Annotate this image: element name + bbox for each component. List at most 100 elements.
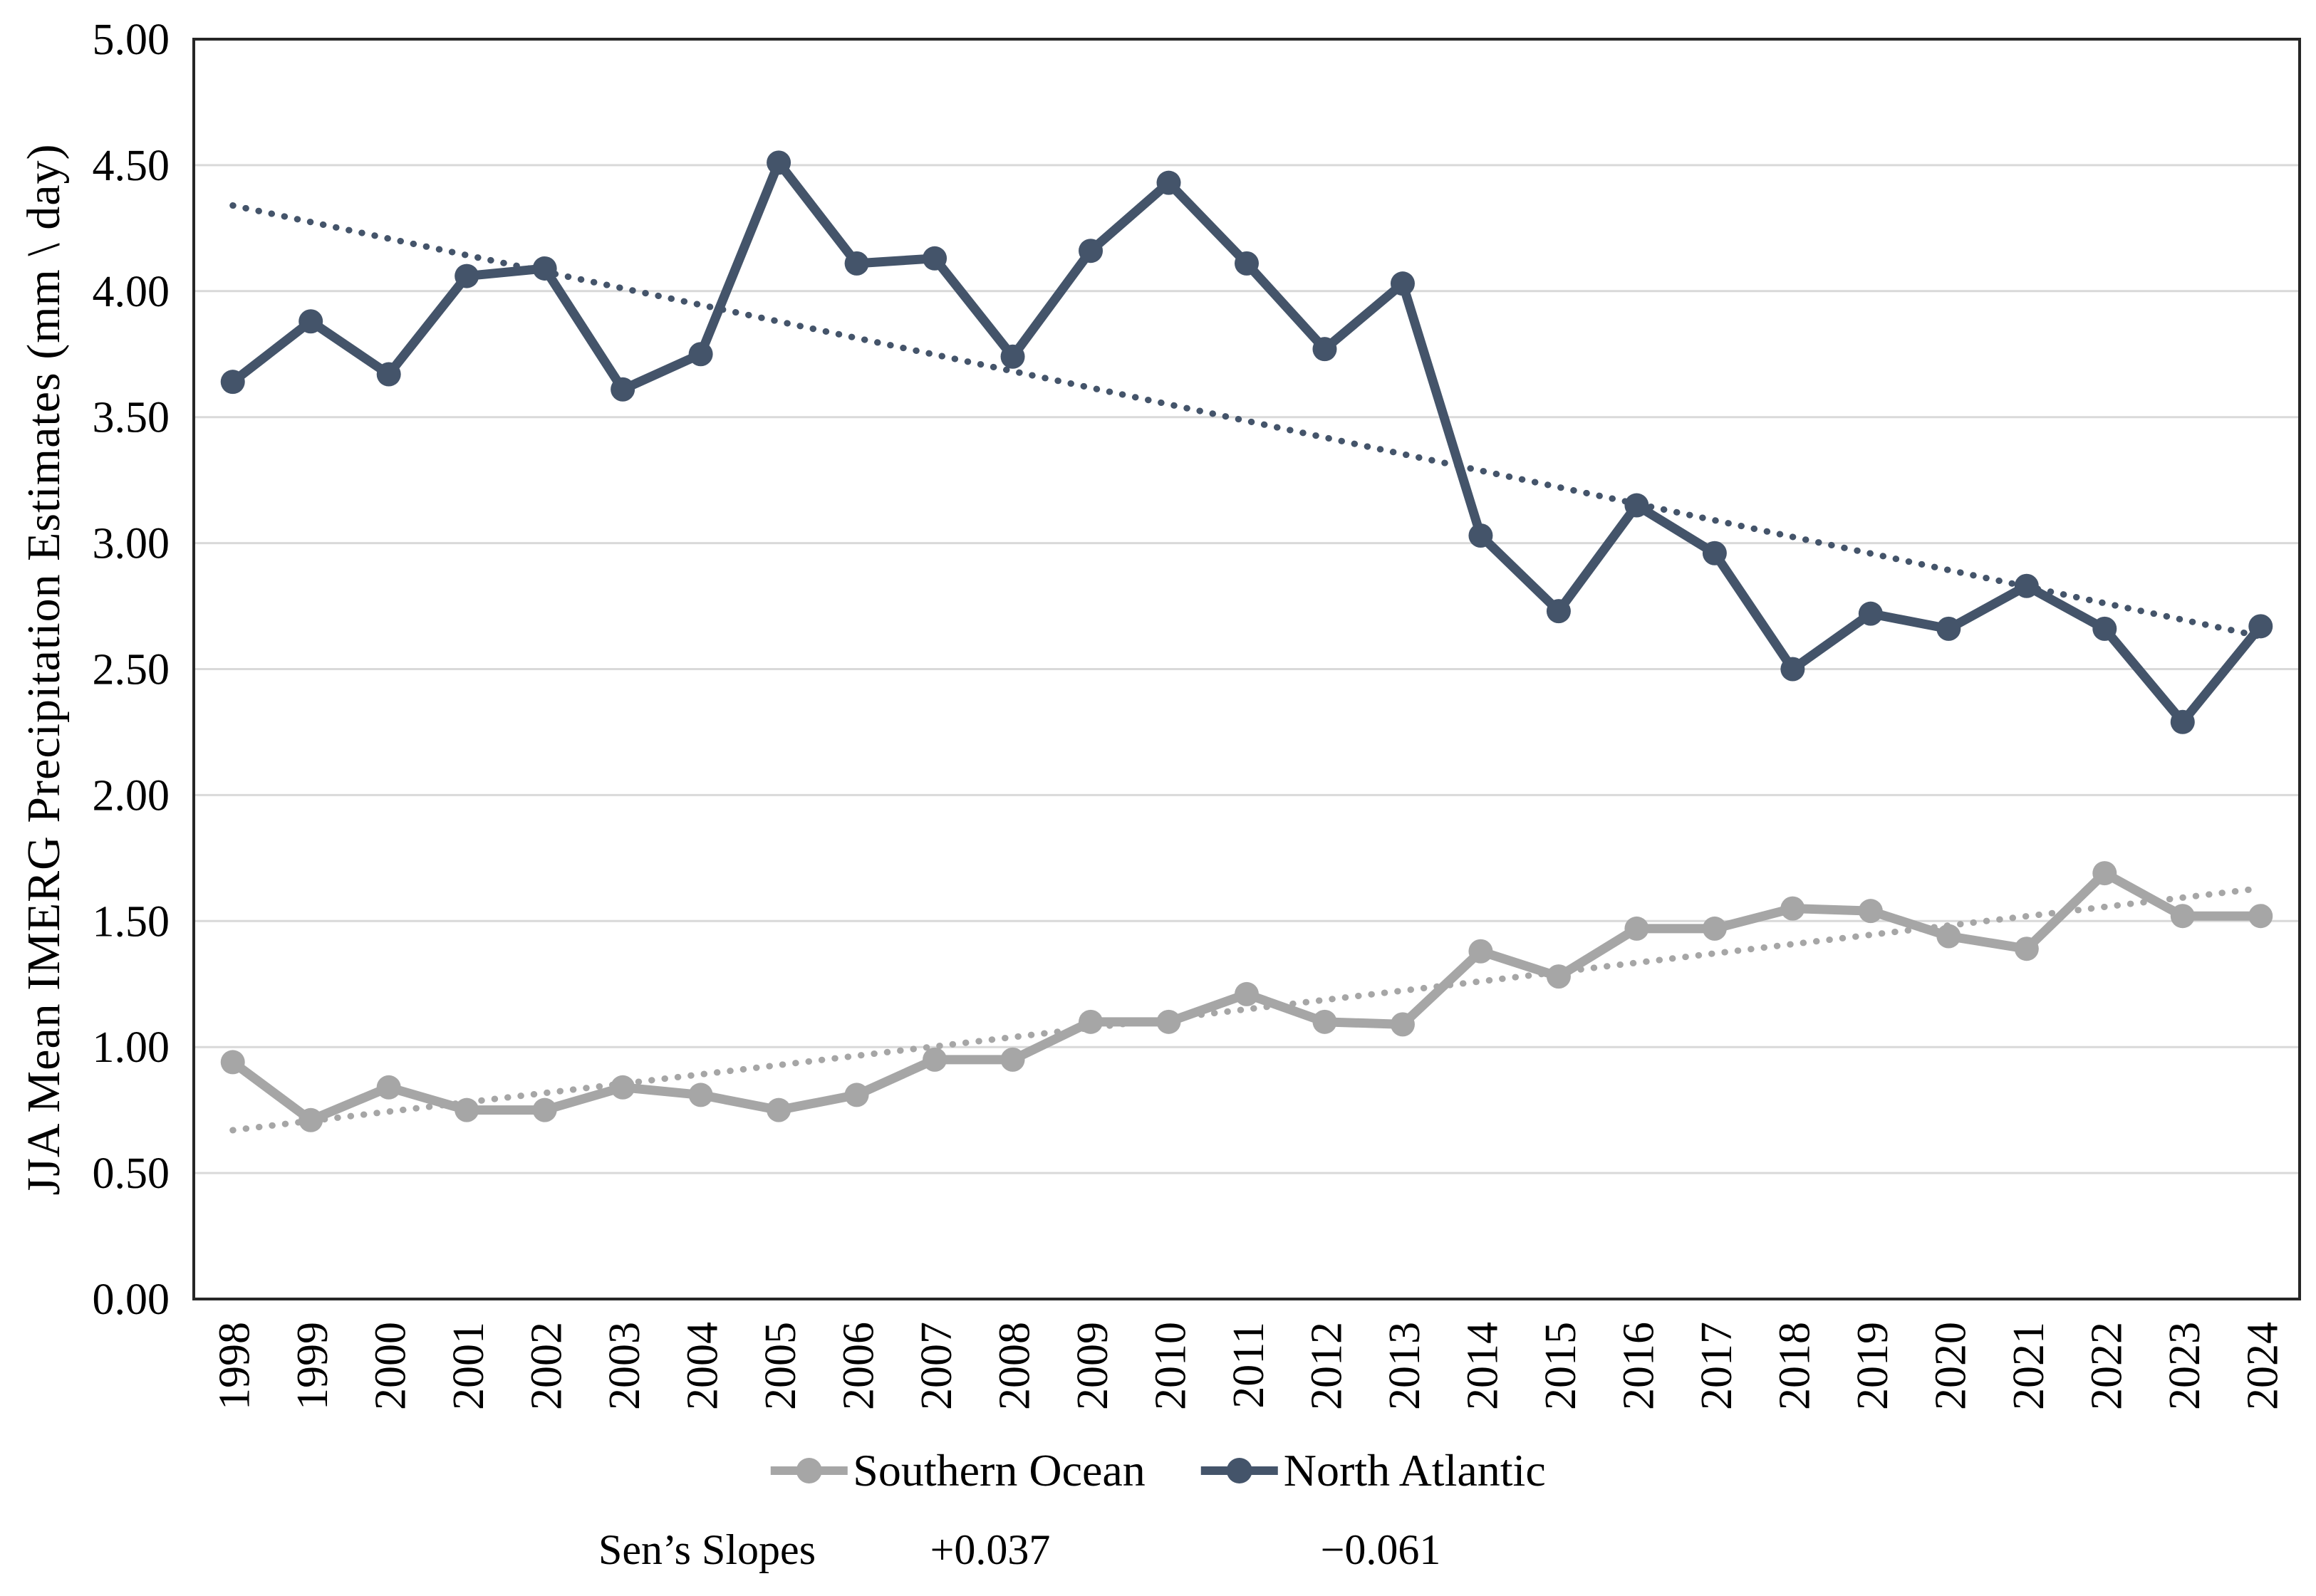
southern-ocean-data-point-marker bbox=[2170, 904, 2195, 929]
north-atlantic-data-point-marker bbox=[1312, 337, 1337, 362]
x-tick-label: 2014 bbox=[1458, 1322, 1507, 1410]
southern-ocean-data-point-marker bbox=[923, 1047, 947, 1072]
x-tick-label: 2019 bbox=[1849, 1322, 1897, 1410]
north-atlantic-line bbox=[228, 157, 2265, 727]
southern-ocean-data-point-marker bbox=[1156, 1009, 1181, 1034]
y-tick-label: 3.50 bbox=[93, 394, 170, 442]
x-tick-label: 2008 bbox=[991, 1322, 1039, 1410]
sens-slopes-row: Sen’s Slopes +0.037 −0.061 bbox=[0, 1525, 2316, 1577]
north-atlantic-data-point-marker bbox=[2014, 573, 2039, 598]
north-atlantic-data-point-marker bbox=[1390, 271, 1415, 296]
x-tick-label: 2000 bbox=[367, 1322, 415, 1410]
y-tick-label: 4.00 bbox=[93, 268, 170, 316]
southern-ocean-data-point-marker bbox=[1468, 939, 1493, 964]
southern-ocean-data-point-marker bbox=[1936, 924, 1961, 949]
sens-slopes-label: Sen’s Slopes bbox=[598, 1526, 816, 1573]
y-tick-label: 2.00 bbox=[93, 771, 170, 820]
north-atlantic-data-point-marker bbox=[1546, 599, 1571, 624]
x-tick-label: 2020 bbox=[1926, 1322, 1975, 1410]
north-atlantic-data-point-marker bbox=[844, 251, 869, 276]
north-atlantic-data-point-marker bbox=[1858, 601, 1883, 626]
southern-ocean-data-point-marker bbox=[2014, 937, 2039, 961]
x-tick-label: 2018 bbox=[1770, 1322, 1819, 1410]
north-atlantic-data-point-marker bbox=[688, 342, 713, 367]
southern-ocean-trendline bbox=[229, 885, 2264, 1134]
legend-label-southern-ocean: Southern Ocean bbox=[853, 1445, 1146, 1496]
southern-ocean-data-point-marker bbox=[844, 1083, 869, 1107]
y-tick-label: 0.00 bbox=[93, 1276, 170, 1324]
southern-ocean-data-point-marker bbox=[1624, 916, 1649, 941]
southern-ocean-data-point-marker bbox=[298, 1107, 323, 1132]
north-atlantic-data-point-marker bbox=[1936, 616, 1961, 641]
y-tick-label: 4.50 bbox=[93, 142, 170, 190]
x-tick-label: 2016 bbox=[1614, 1322, 1663, 1410]
legend-label-north-atlantic: North Atlantic bbox=[1283, 1445, 1546, 1496]
x-tick-label: 2013 bbox=[1381, 1322, 1429, 1410]
x-tick-label: 2006 bbox=[835, 1322, 883, 1410]
legend-item-north-atlantic: North Atlantic bbox=[1200, 1444, 1546, 1497]
y-axis-title: JJA Mean IMERG Precipitation Estimates (… bbox=[18, 143, 70, 1196]
x-tick-label: 2004 bbox=[679, 1322, 727, 1410]
north-atlantic-data-point-marker bbox=[611, 377, 635, 402]
sens-slope-value-north-atlantic: −0.061 bbox=[1320, 1526, 1441, 1573]
southern-ocean-data-point-marker bbox=[1235, 981, 1259, 1006]
x-tick-label: 2010 bbox=[1147, 1322, 1195, 1410]
north-atlantic-trendline bbox=[229, 202, 2264, 640]
southern-ocean-data-point-marker bbox=[1079, 1009, 1104, 1034]
north-atlantic-data-point-marker bbox=[1235, 251, 1259, 276]
north-atlantic-data-point-marker bbox=[923, 246, 947, 271]
southern-ocean-data-point-marker bbox=[376, 1075, 401, 1100]
y-tick-label: 0.50 bbox=[93, 1149, 170, 1198]
y-tick-label: 3.00 bbox=[93, 520, 170, 568]
north-atlantic-data-point-marker bbox=[532, 256, 557, 281]
x-tick-label: 2005 bbox=[757, 1322, 805, 1410]
north-atlantic-data-point-marker bbox=[1780, 657, 1805, 682]
x-tick-label: 2022 bbox=[2082, 1322, 2131, 1410]
southern-ocean-data-point-marker bbox=[220, 1050, 245, 1075]
x-tick-label: 2017 bbox=[1693, 1322, 1741, 1410]
y-tick-label: 1.50 bbox=[93, 897, 170, 946]
x-tick-label: 1998 bbox=[211, 1322, 259, 1410]
x-tick-label: 2011 bbox=[1225, 1322, 1273, 1409]
north-atlantic-data-point-marker bbox=[1702, 541, 1727, 565]
north-atlantic-data-point-marker bbox=[220, 370, 245, 395]
x-tick-label: 2021 bbox=[2005, 1322, 2053, 1410]
x-tick-label: 2012 bbox=[1302, 1322, 1351, 1410]
southern-ocean-data-point-marker bbox=[767, 1097, 791, 1122]
north-atlantic-data-point-marker bbox=[1468, 523, 1493, 548]
north-atlantic-data-point-marker bbox=[2170, 709, 2195, 734]
north-atlantic-data-point-marker bbox=[1156, 170, 1181, 195]
x-tick-label: 2001 bbox=[445, 1322, 493, 1410]
southern-ocean-data-point-marker bbox=[611, 1075, 635, 1100]
north-atlantic-data-point-marker bbox=[2248, 614, 2273, 639]
y-tick-label: 2.50 bbox=[93, 646, 170, 694]
x-tick-label: 2009 bbox=[1069, 1322, 1117, 1410]
southern-ocean-data-point-marker bbox=[1780, 896, 1805, 921]
southern-ocean-data-point-marker bbox=[1546, 964, 1571, 989]
north-atlantic-data-point-marker bbox=[1079, 239, 1104, 264]
southern-ocean-data-point-marker bbox=[532, 1097, 557, 1122]
plot-border bbox=[192, 38, 2301, 1300]
x-tick-label: 2015 bbox=[1537, 1322, 1585, 1410]
north-atlantic-data-point-marker bbox=[2092, 616, 2117, 641]
legend-item-southern-ocean: Southern Ocean bbox=[770, 1444, 1146, 1497]
southern-ocean-data-point-marker bbox=[455, 1097, 479, 1122]
x-tick-label: 2007 bbox=[913, 1322, 961, 1410]
north-atlantic-data-point-marker bbox=[1624, 493, 1649, 518]
x-tick-label: 1999 bbox=[289, 1322, 337, 1410]
north-atlantic-line-marker-icon bbox=[1200, 1456, 1278, 1485]
southern-ocean-data-point-marker bbox=[1858, 899, 1883, 924]
north-atlantic-data-point-marker bbox=[1000, 344, 1025, 369]
southern-ocean-data-point-marker bbox=[1390, 1012, 1415, 1037]
sens-slope-value-southern-ocean: +0.037 bbox=[930, 1526, 1051, 1573]
north-atlantic-data-point-marker bbox=[298, 309, 323, 334]
x-tick-label: 2003 bbox=[601, 1322, 649, 1410]
southern-ocean-data-point-marker bbox=[1000, 1047, 1025, 1072]
north-atlantic-data-point-marker bbox=[767, 150, 791, 175]
southern-ocean-data-point-marker bbox=[2092, 861, 2117, 886]
southern-ocean-data-point-marker bbox=[1312, 1009, 1337, 1034]
southern-ocean-data-point-marker bbox=[688, 1083, 713, 1107]
x-tick-label: 2023 bbox=[2161, 1322, 2209, 1410]
